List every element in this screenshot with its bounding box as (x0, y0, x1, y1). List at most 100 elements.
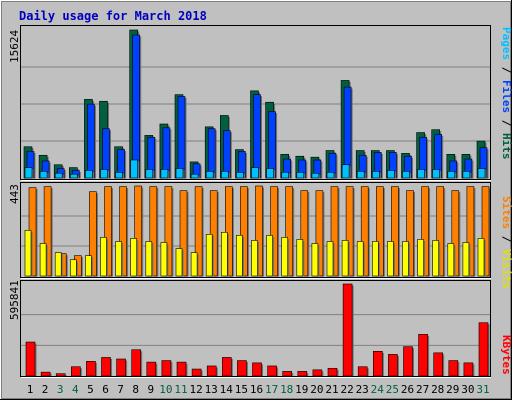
bar-sites (447, 243, 455, 277)
bar-files (87, 103, 95, 179)
bar-sites (85, 255, 92, 277)
bar-sites (387, 241, 394, 277)
bar-files (343, 86, 352, 179)
bar-sites (266, 235, 273, 277)
bar-kbytes (297, 371, 308, 377)
bar-sites (145, 241, 153, 277)
bar-pages (205, 171, 214, 179)
bar-sites (341, 240, 349, 277)
day-label: 28 (431, 383, 444, 396)
bar-kbytes (206, 365, 217, 377)
bar-kbytes (237, 360, 247, 377)
bar-pages (402, 171, 410, 179)
bar-kbytes (176, 361, 187, 377)
side-label-kbytes: KBytes (500, 335, 512, 375)
bar-sites (251, 240, 258, 277)
bar-pages (326, 172, 335, 179)
bar-kbytes (478, 322, 489, 377)
bar-kbytes (312, 369, 323, 377)
bar-kbytes (418, 334, 428, 377)
day-label: 8 (132, 383, 139, 396)
bar-pages (39, 171, 48, 179)
bar-sites (190, 252, 198, 277)
side-label-part: Sites (500, 196, 512, 229)
bar-files (253, 94, 261, 179)
bar-pages (145, 169, 154, 179)
bar-pages (371, 171, 380, 179)
bar-sites (54, 252, 62, 277)
side-label-part: KBytes (500, 335, 512, 375)
day-label: 27 (416, 383, 429, 396)
bar-sites (205, 234, 213, 277)
panel-top-border (20, 25, 491, 180)
bar-kbytes (388, 354, 398, 377)
bar-pages (54, 172, 63, 179)
ymax-label-middle: 443 (8, 184, 21, 204)
bar-kbytes (116, 358, 126, 377)
day-label: 1 (27, 383, 34, 396)
bar-pages (115, 172, 123, 179)
day-label: 29 (446, 383, 459, 396)
bar-pages (85, 170, 93, 179)
bar-kbytes (327, 367, 338, 377)
bar-files (177, 96, 186, 179)
day-label: 6 (102, 383, 109, 396)
bar-sites (477, 238, 485, 277)
bar-pages (190, 173, 199, 179)
day-label: 14 (220, 383, 234, 396)
day-label: 3 (57, 383, 64, 396)
bar-kbytes (357, 366, 368, 377)
day-label: 5 (87, 383, 94, 396)
bar-sites (130, 238, 137, 277)
bar-kbytes (161, 360, 172, 377)
bar-pages (24, 167, 33, 179)
side-label-part: / (500, 113, 512, 133)
bar-kbytes (131, 349, 141, 377)
bar-sites (236, 235, 243, 277)
bar-sites (175, 248, 183, 277)
side-label-sites-visits: Sites / Visits (500, 196, 512, 289)
bar-kbytes (55, 373, 66, 377)
bar-sites (356, 241, 364, 277)
bar-pages (356, 171, 365, 179)
side-label-part: / (500, 60, 512, 80)
day-label: 16 (250, 383, 263, 396)
bar-kbytes (40, 371, 51, 377)
bar-files (223, 130, 231, 179)
bar-pages (130, 159, 138, 179)
bar-sites (296, 239, 304, 277)
chart-title: Daily usage for March 2018 (19, 9, 207, 23)
bar-sites (402, 241, 409, 277)
bar-kbytes (86, 361, 96, 377)
side-label-part: Files (500, 80, 512, 113)
bar-kbytes (222, 357, 232, 377)
day-label: 26 (401, 383, 414, 396)
day-label: 4 (72, 383, 79, 396)
bar-sites (311, 243, 319, 277)
bar-pages (251, 167, 259, 179)
panel-bottom-border (20, 280, 491, 377)
bar-pages (417, 169, 425, 179)
side-label-part: / (500, 229, 512, 249)
day-label: 21 (325, 383, 338, 396)
bar-sites (371, 241, 379, 277)
bar-kbytes (267, 365, 277, 377)
bar-kbytes (403, 346, 413, 377)
bar-sites (39, 243, 47, 277)
bar-pages (311, 172, 320, 179)
side-label-part: Visits (500, 249, 512, 289)
bar-sites (462, 242, 470, 277)
side-label-part: Hits (500, 133, 512, 160)
bars-middle (24, 185, 491, 277)
bar-kbytes (433, 352, 444, 377)
ymax-label-top: 15624 (8, 30, 21, 63)
day-label: 13 (205, 383, 218, 396)
bar-kbytes (342, 283, 353, 377)
bar-files (207, 128, 216, 179)
day-label: 12 (189, 383, 202, 396)
bar-pages (296, 172, 305, 179)
bar-pages (447, 171, 456, 179)
bar-pages (341, 164, 350, 179)
